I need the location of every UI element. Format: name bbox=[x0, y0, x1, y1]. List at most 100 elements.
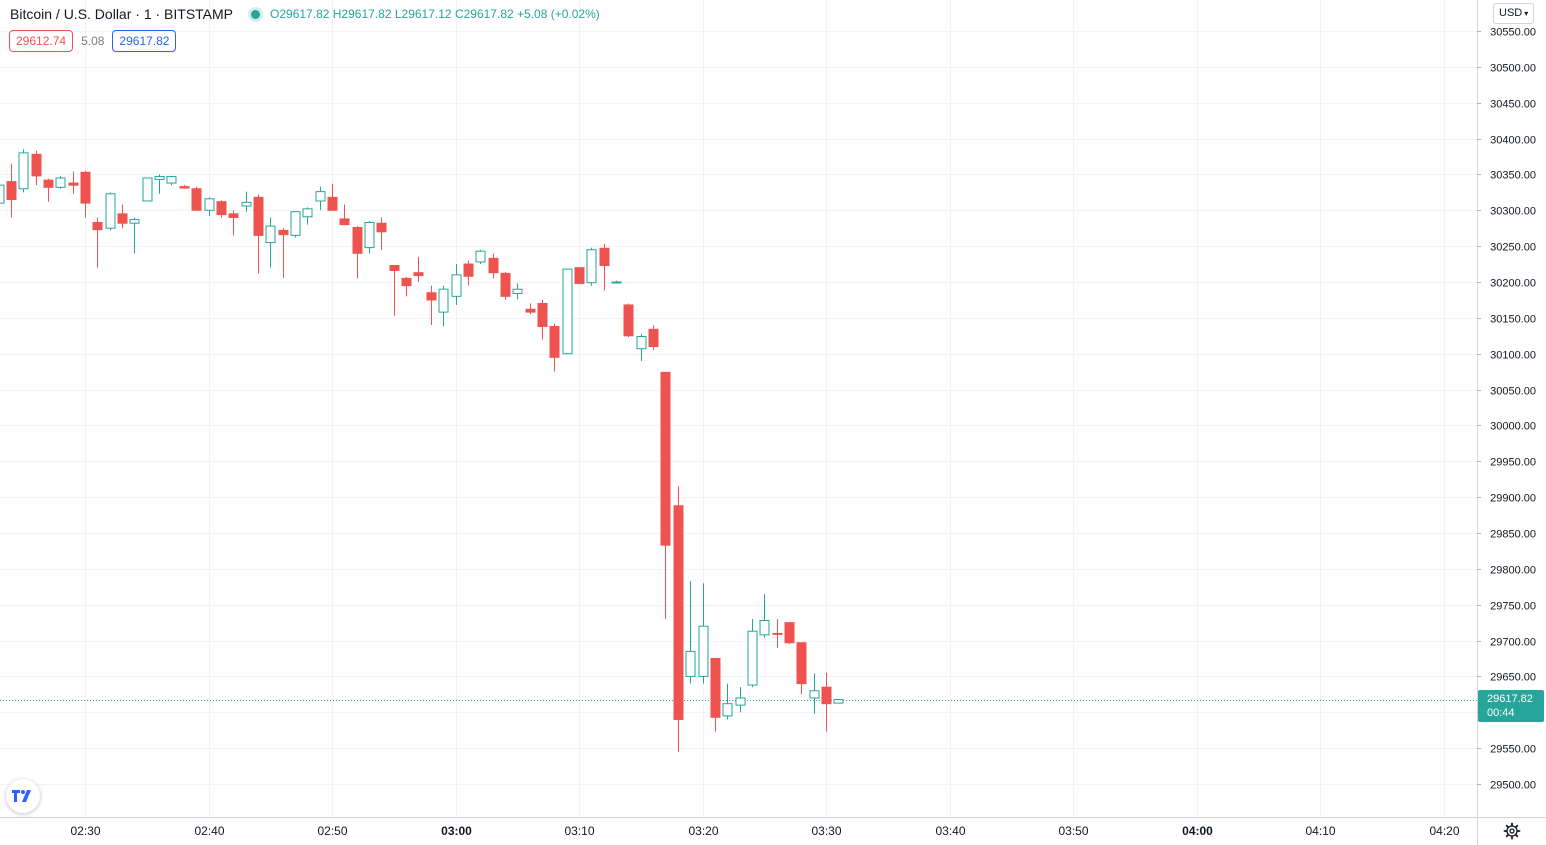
candle-body bbox=[179, 186, 190, 189]
candle-body bbox=[55, 177, 66, 188]
candle[interactable] bbox=[525, 303, 536, 315]
candle[interactable] bbox=[339, 204, 350, 226]
tradingview-logo-icon[interactable] bbox=[6, 779, 40, 813]
candle[interactable] bbox=[401, 276, 412, 297]
price-axis[interactable]: 30550.00 30500.00 30450.00 30400.00 30350.00… bbox=[1477, 27, 1536, 792]
candle[interactable] bbox=[660, 371, 671, 620]
time-axis[interactable]: 02:30 02:40 02:50 03:00 03:10 03:20 03:30 03:40… bbox=[70, 824, 1459, 838]
candle[interactable] bbox=[574, 267, 585, 285]
candle[interactable] bbox=[302, 207, 313, 225]
candle-body bbox=[0, 184, 5, 204]
candle-body bbox=[105, 193, 116, 229]
price-tick-label: 29700.00 bbox=[1490, 637, 1536, 649]
candle[interactable] bbox=[821, 672, 832, 732]
candle[interactable] bbox=[55, 175, 66, 189]
candle[interactable] bbox=[364, 221, 375, 254]
candle[interactable] bbox=[488, 253, 499, 279]
candle[interactable] bbox=[599, 243, 610, 291]
candle[interactable] bbox=[389, 265, 400, 316]
candle[interactable] bbox=[315, 186, 326, 211]
candle[interactable] bbox=[438, 285, 449, 327]
candle[interactable] bbox=[18, 149, 29, 193]
candle[interactable] bbox=[463, 260, 474, 286]
candle[interactable] bbox=[191, 186, 202, 211]
candle-body bbox=[648, 328, 659, 348]
candle-body bbox=[574, 267, 585, 284]
candle[interactable] bbox=[772, 619, 783, 648]
candle[interactable] bbox=[623, 303, 634, 338]
candle[interactable] bbox=[265, 217, 276, 268]
candle[interactable] bbox=[117, 204, 128, 229]
candle[interactable] bbox=[475, 249, 486, 265]
candle[interactable] bbox=[129, 217, 140, 254]
candle[interactable] bbox=[31, 150, 42, 186]
candle[interactable] bbox=[512, 283, 523, 300]
candle[interactable] bbox=[253, 194, 264, 274]
candle-body bbox=[500, 272, 511, 297]
price-tick-label: 30250.00 bbox=[1490, 242, 1536, 254]
candle[interactable] bbox=[278, 228, 289, 278]
candle[interactable] bbox=[833, 699, 844, 704]
candle[interactable] bbox=[537, 299, 548, 340]
candle[interactable] bbox=[376, 217, 387, 250]
candle[interactable] bbox=[68, 171, 79, 194]
candle[interactable] bbox=[648, 325, 659, 351]
candle[interactable] bbox=[549, 323, 560, 372]
candle[interactable] bbox=[80, 170, 91, 218]
candle[interactable] bbox=[710, 658, 721, 732]
candle[interactable] bbox=[673, 486, 684, 752]
grid-lines bbox=[0, 0, 1477, 817]
currency-label: USD bbox=[1499, 7, 1523, 19]
candle[interactable] bbox=[166, 175, 177, 186]
candle[interactable] bbox=[327, 183, 338, 211]
candle[interactable] bbox=[179, 185, 190, 189]
candle-body bbox=[204, 198, 215, 211]
candle[interactable] bbox=[747, 619, 758, 688]
candle[interactable] bbox=[500, 271, 511, 300]
candle[interactable] bbox=[216, 200, 227, 218]
time-tick-label: 04:00 bbox=[1182, 824, 1213, 838]
candle[interactable] bbox=[586, 247, 597, 286]
candle[interactable] bbox=[698, 583, 709, 684]
time-tick-label: 03:50 bbox=[1058, 824, 1088, 838]
candle[interactable] bbox=[796, 642, 807, 695]
candle[interactable] bbox=[6, 163, 17, 218]
candle[interactable] bbox=[228, 210, 239, 236]
gear-icon[interactable] bbox=[1503, 822, 1521, 840]
bid-ask-spread: 29612.74 5.08 29617.82 bbox=[9, 30, 177, 52]
candle[interactable] bbox=[413, 256, 424, 282]
candle[interactable] bbox=[784, 622, 795, 645]
candle[interactable] bbox=[562, 268, 573, 355]
candle-body bbox=[772, 632, 783, 635]
candle[interactable] bbox=[0, 81, 5, 210]
currency-dropdown[interactable]: USD ▾ bbox=[1493, 3, 1535, 24]
candle[interactable] bbox=[451, 264, 462, 305]
candle-body bbox=[401, 277, 412, 287]
candle[interactable] bbox=[142, 177, 153, 202]
candle[interactable] bbox=[809, 673, 820, 714]
symbol-title[interactable]: Bitcoin / U.S. Dollar · 1 · BITSTAMP bbox=[10, 6, 234, 22]
candle[interactable] bbox=[759, 593, 770, 638]
candle[interactable] bbox=[43, 178, 54, 202]
candle[interactable] bbox=[105, 192, 116, 231]
candle[interactable] bbox=[426, 285, 437, 326]
sell-price-button[interactable]: 29612.74 bbox=[9, 30, 74, 52]
candle[interactable] bbox=[611, 280, 622, 284]
candle[interactable] bbox=[636, 333, 647, 361]
candle[interactable] bbox=[290, 211, 301, 238]
candle[interactable] bbox=[204, 197, 215, 217]
candle[interactable] bbox=[92, 217, 103, 268]
buy-price-button[interactable]: 29617.82 bbox=[112, 30, 177, 52]
price-tick-label: 29850.00 bbox=[1490, 529, 1536, 541]
price-tick-label: 30450.00 bbox=[1490, 99, 1536, 111]
candle[interactable] bbox=[352, 226, 363, 279]
candle[interactable] bbox=[722, 683, 733, 720]
candle[interactable] bbox=[154, 174, 165, 194]
candle-body bbox=[438, 288, 449, 313]
candle[interactable] bbox=[241, 191, 252, 212]
candle-body bbox=[475, 250, 486, 263]
candle[interactable] bbox=[685, 581, 696, 684]
candle[interactable] bbox=[735, 687, 746, 713]
candle-body bbox=[376, 222, 387, 233]
